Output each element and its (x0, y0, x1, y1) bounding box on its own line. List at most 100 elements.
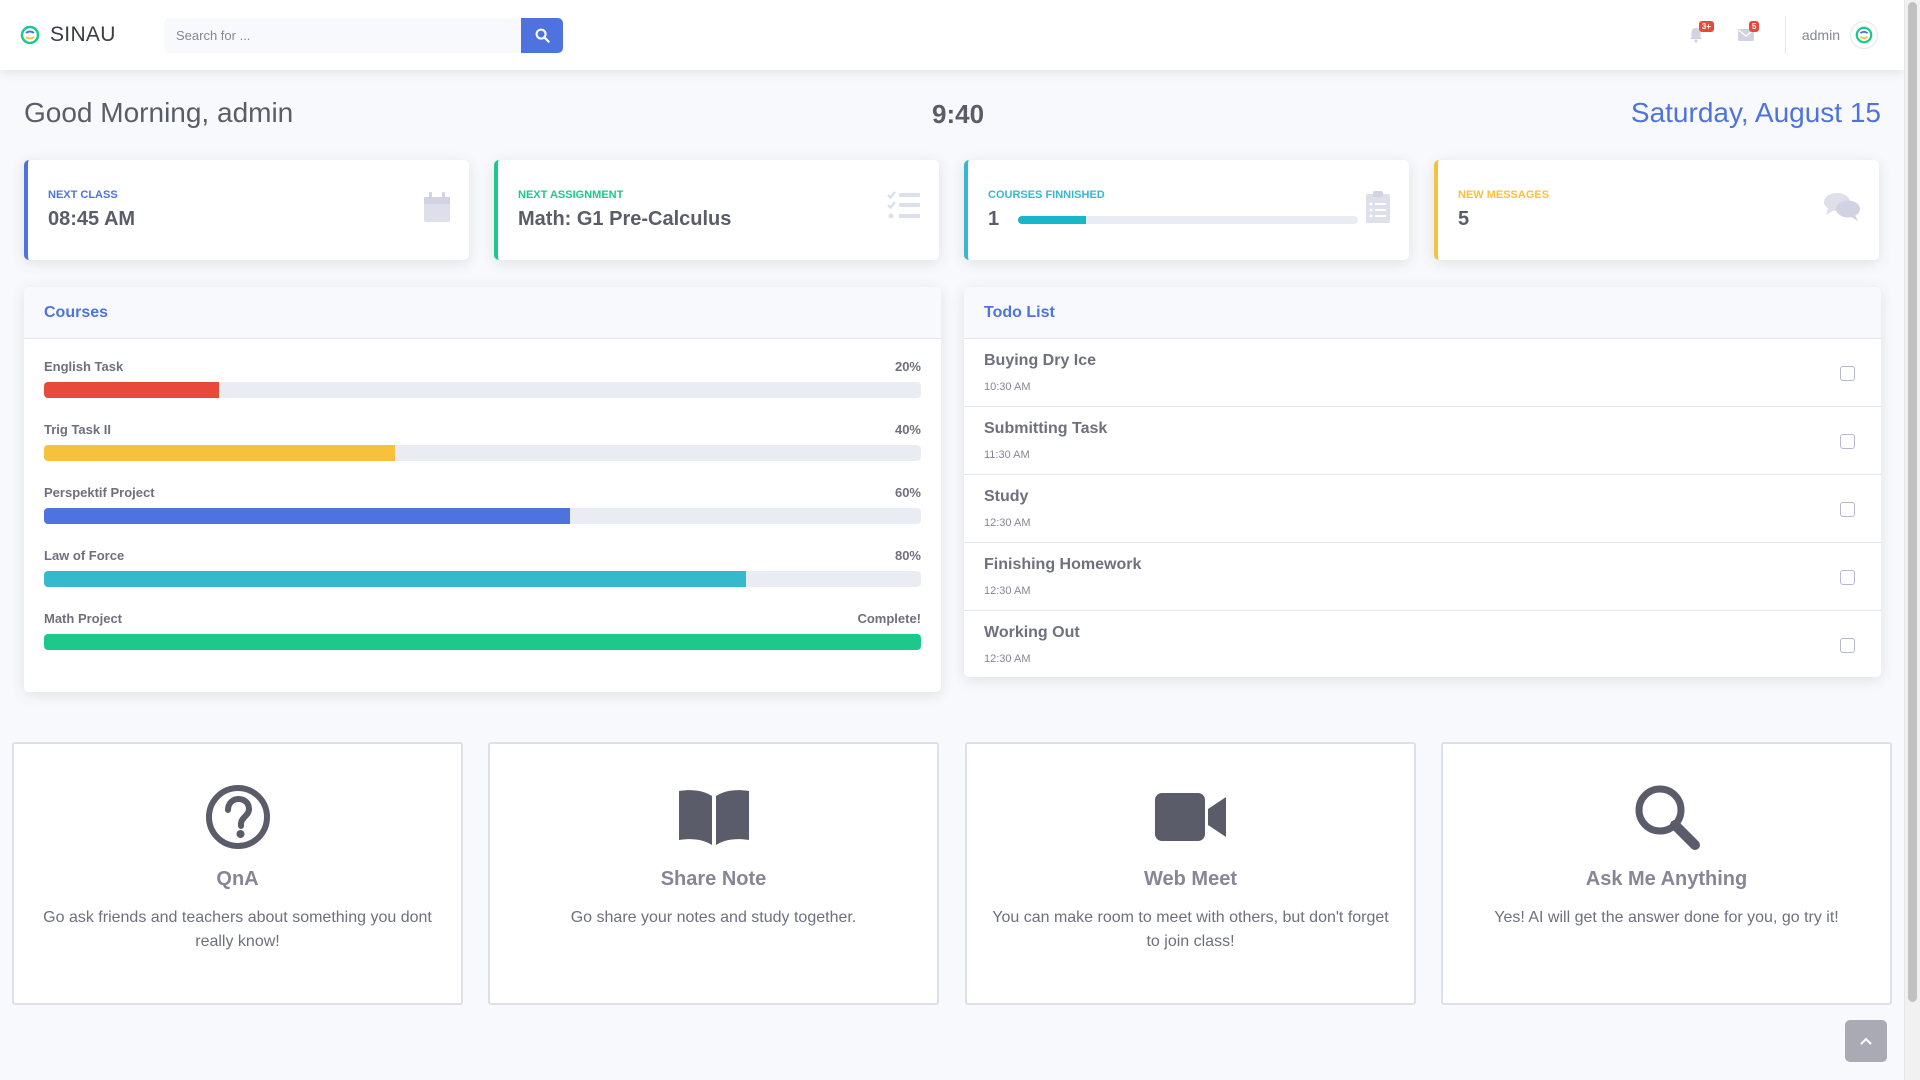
todo-panel-title: Todo List (964, 287, 1881, 339)
topbar-right: 3+ 5 admin (1671, 0, 1904, 70)
ask-me-anything-card[interactable]: Ask Me Anything Yes! AI will get the ans… (1441, 742, 1892, 1005)
share-note-card[interactable]: Share Note Go share your notes and study… (488, 742, 939, 1005)
calendar-icon (424, 192, 450, 222)
todo-item: Study 12:30 AM (964, 475, 1881, 543)
stat-label: Next Assignment (518, 189, 624, 201)
avatar-logo-icon (1855, 26, 1873, 44)
feature-description: Yes! AI will get the answer done for you… (1494, 909, 1839, 926)
alerts-dropdown[interactable]: 3+ (1671, 0, 1721, 70)
course-progress-fill (44, 445, 395, 461)
feature-description: You can make room to meet with others, b… (992, 909, 1389, 950)
courses-finished-progress (1018, 216, 1358, 224)
feature-icon-wrap (1443, 782, 1890, 852)
stat-value: 08:45 AM (48, 208, 136, 230)
course-progress-fill (44, 382, 220, 398)
course-percent: 20% (894, 359, 921, 374)
todo-time: 12:30 AM (984, 653, 1031, 665)
todo-checkbox[interactable] (1840, 366, 1855, 381)
course-percent: 60% (894, 485, 921, 500)
topbar: SINAU 3+ 5 admin (0, 0, 1904, 70)
todo-title: Study (984, 488, 1029, 505)
todo-panel: Todo List Buying Dry Ice 10:30 AM Submit… (964, 287, 1881, 677)
scrollbar-thumb[interactable] (1908, 2, 1917, 1002)
feature-description: Go ask friends and teachers about someth… (43, 909, 432, 950)
progress-fill (1018, 216, 1086, 224)
course-percent: 80% (894, 548, 921, 563)
todo-time: 10:30 AM (984, 381, 1031, 393)
search-icon (1635, 785, 1700, 850)
new-messages-card: New Messages 5 (1434, 160, 1879, 260)
course-progress-bar (44, 634, 921, 650)
feature-title: Share Note (660, 868, 767, 890)
course-percent: Complete! (857, 611, 921, 626)
todo-checkbox[interactable] (1840, 434, 1855, 449)
feature-title: Web Meet (1144, 868, 1237, 890)
course-name: Math Project (44, 611, 123, 626)
todo-checkbox[interactable] (1840, 570, 1855, 585)
todo-time: 11:30 AM (984, 449, 1030, 461)
clipboard-icon (1366, 191, 1390, 223)
brand-name: SINAU (50, 23, 116, 46)
search-icon (535, 28, 550, 43)
clock: 9:40 (932, 99, 985, 129)
brand[interactable]: SINAU (20, 23, 144, 47)
current-date: Saturday, August 15 (1630, 97, 1881, 128)
video-camera-icon (1154, 793, 1226, 841)
courses-finished-card: Courses Finnished 1 (964, 160, 1409, 260)
todo-time: 12:30 AM (984, 517, 1031, 529)
todo-item: Working Out 12:30 AM (964, 611, 1881, 677)
stat-value: 5 (1458, 208, 1470, 230)
course-item: English Task 20% (24, 339, 941, 402)
course-percent: 40% (894, 422, 921, 437)
question-circle-icon (205, 785, 270, 849)
search-button[interactable] (521, 17, 563, 53)
course-list: English Task 20% Trig Task II 40% Perspe… (24, 339, 941, 654)
course-item: Math Project Complete! (24, 591, 941, 654)
course-name: Perspektif Project (44, 485, 155, 500)
course-progress-fill (44, 634, 921, 650)
avatar[interactable] (1850, 21, 1878, 49)
stat-value: Math: G1 Pre-Calculus (518, 208, 732, 230)
course-item: Law of Force 80% (24, 528, 941, 591)
todo-item: Buying Dry Ice 10:30 AM (964, 339, 1881, 407)
course-item: Trig Task II 40% (24, 402, 941, 465)
todo-item: Submitting Task 11:30 AM (964, 407, 1881, 475)
page-scrollbar[interactable] (1904, 0, 1920, 1080)
tasks-icon (887, 191, 920, 219)
greeting-text: Good Morning, admin (24, 97, 294, 128)
feature-icon-wrap (490, 782, 937, 852)
search-form (164, 17, 563, 53)
course-progress-bar (44, 508, 921, 524)
envelope-icon (1737, 29, 1754, 41)
book-open-icon (678, 790, 749, 845)
stat-label: Next Class (48, 189, 118, 201)
comments-icon (1824, 193, 1860, 221)
course-progress-bar (44, 445, 921, 461)
feature-icon-wrap (14, 782, 461, 852)
todo-checkbox[interactable] (1840, 502, 1855, 517)
course-name: English Task (44, 359, 124, 374)
todo-checkbox[interactable] (1840, 638, 1855, 653)
feature-title: QnA (216, 868, 259, 890)
messages-badge: 5 (1748, 21, 1760, 32)
course-item: Perspektif Project 60% (24, 465, 941, 528)
web-meet-card[interactable]: Web Meet You can make room to meet with … (965, 742, 1416, 1005)
user-name[interactable]: admin (1801, 27, 1840, 43)
course-name: Law of Force (44, 548, 125, 563)
courses-panel: Courses English Task 20% Trig Task II 40… (24, 287, 941, 692)
brand-logo-icon (20, 25, 40, 45)
stat-label: Courses Finnished (988, 189, 1105, 201)
qna-card[interactable]: QnA Go ask friends and teachers about so… (12, 742, 463, 1005)
search-input[interactable] (164, 17, 521, 53)
courses-panel-title: Courses (24, 287, 941, 339)
scroll-to-top-button[interactable] (1845, 1020, 1887, 1062)
feature-icon-wrap (967, 782, 1414, 852)
feature-description: Go share your notes and study together. (570, 909, 857, 926)
stat-value: 1 (988, 208, 1000, 230)
todo-title: Buying Dry Ice (984, 352, 1097, 369)
todo-list: Buying Dry Ice 10:30 AM Submitting Task … (964, 339, 1881, 677)
topbar-divider (1784, 16, 1786, 54)
next-class-card: Next Class 08:45 AM (24, 160, 469, 260)
course-progress-bar (44, 571, 921, 587)
messages-dropdown[interactable]: 5 (1721, 0, 1771, 70)
